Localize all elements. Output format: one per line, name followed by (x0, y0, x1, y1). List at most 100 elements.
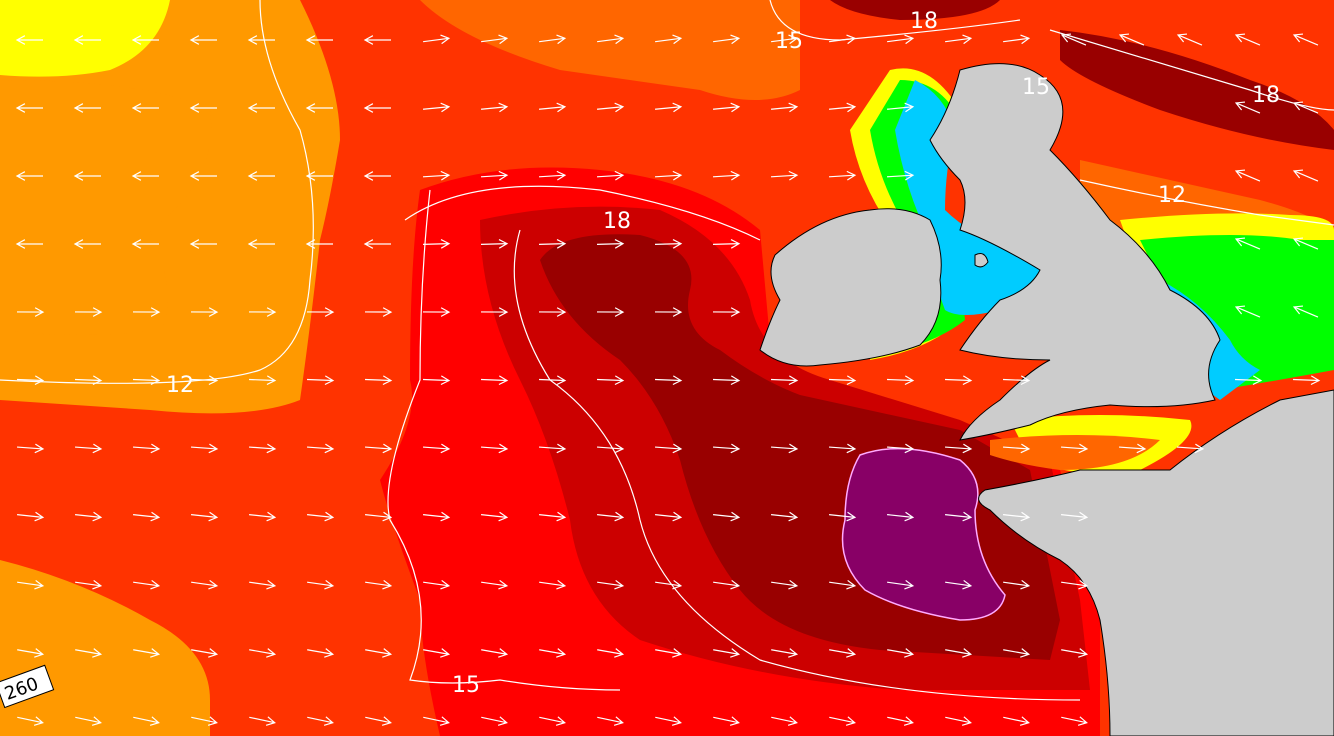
direction-arrow (1002, 375, 1031, 386)
direction-arrow (1061, 716, 1088, 726)
direction-arrow (248, 375, 277, 386)
direction-arrow (771, 579, 799, 590)
direction-arrow (712, 443, 741, 454)
direction-arrow (655, 34, 683, 45)
direction-arrow (771, 34, 799, 45)
direction-arrow (887, 34, 915, 45)
direction-arrow (1061, 511, 1089, 522)
direction-arrow (945, 511, 973, 522)
zone-yellow (0, 0, 170, 77)
direction-arrow (829, 34, 857, 45)
direction-arrow (597, 648, 625, 658)
direction-arrow (131, 35, 159, 45)
direction-arrow (423, 511, 451, 522)
direction-arrow (829, 648, 857, 658)
direction-arrow (829, 716, 856, 726)
direction-arrow (538, 307, 567, 317)
direction-arrow (771, 102, 799, 113)
direction-arrow (75, 648, 103, 658)
direction-arrow (307, 511, 335, 522)
direction-arrow (16, 443, 45, 454)
direction-arrow (770, 170, 799, 181)
direction-arrow (423, 34, 451, 45)
direction-arrow (423, 102, 451, 113)
direction-arrow (829, 579, 857, 590)
direction-arrow (73, 239, 101, 249)
corner-badge: 260 (0, 664, 55, 709)
direction-arrow (1292, 33, 1319, 46)
contour-label-12-west: 12 (166, 373, 194, 398)
zone-orange-west-inner (0, 80, 212, 335)
direction-arrow (73, 35, 101, 45)
direction-arrow (539, 34, 567, 45)
direction-arrow (17, 648, 45, 658)
direction-arrow (886, 443, 915, 454)
direction-arrow (132, 443, 161, 454)
contour-label-18-top: 18 (910, 9, 938, 34)
direction-arrow (249, 648, 277, 658)
direction-arrow (944, 375, 973, 386)
direction-arrow (539, 102, 567, 113)
direction-arrow (712, 170, 741, 181)
direction-arrow (538, 375, 567, 386)
direction-arrow (248, 307, 277, 317)
direction-arrow (249, 511, 277, 522)
direction-arrow (75, 511, 103, 522)
direction-arrow (363, 35, 391, 45)
direction-arrow (1234, 169, 1261, 182)
direction-arrow (248, 443, 277, 454)
direction-arrow (189, 171, 217, 181)
direction-arrow (363, 239, 391, 249)
direction-arrow (481, 102, 509, 113)
direction-arrow (887, 511, 915, 522)
direction-arrow (828, 170, 857, 181)
direction-arrow (538, 443, 567, 454)
direction-arrow (422, 170, 451, 181)
direction-arrow (1234, 305, 1261, 318)
direction-arrow (713, 648, 741, 658)
direction-arrow (15, 35, 43, 45)
direction-arrow (1292, 305, 1319, 318)
direction-arrow (654, 375, 683, 386)
direction-arrow (1292, 375, 1321, 386)
direction-arrow (1003, 648, 1031, 658)
direction-arrow (654, 307, 683, 317)
direction-arrow (481, 34, 509, 45)
direction-arrow (247, 171, 275, 181)
direction-arrow (131, 103, 159, 113)
direction-arrow (16, 375, 45, 386)
contour-label-12-north: 12 (1158, 183, 1186, 208)
direction-arrows (15, 33, 1321, 726)
direction-arrow (423, 648, 451, 658)
direction-arrow (190, 307, 219, 317)
direction-arrow (15, 239, 43, 249)
direction-arrow (131, 239, 159, 249)
land-isle-of-man (974, 253, 989, 268)
direction-arrow (1003, 34, 1031, 45)
contour-label-18-north: 18 (1252, 83, 1280, 108)
direction-arrow (596, 443, 625, 454)
direction-arrow (1234, 101, 1261, 114)
direction-arrow (133, 716, 160, 726)
land-great-britain (929, 63, 1221, 441)
direction-arrow (1176, 33, 1203, 46)
zone-purple (841, 447, 1006, 621)
direction-arrow (597, 511, 625, 522)
land-ireland (759, 208, 942, 367)
direction-arrow (480, 170, 509, 181)
direction-arrow (539, 579, 567, 590)
direction-arrow (133, 511, 161, 522)
direction-arrow (307, 648, 335, 658)
direction-arrow (713, 716, 740, 726)
direction-arrow (17, 716, 44, 726)
direction-arrow (538, 170, 567, 181)
direction-arrow (829, 511, 857, 522)
zone-north-maroon (1060, 30, 1334, 150)
direction-arrow (480, 443, 509, 454)
direction-arrow (15, 171, 43, 181)
direction-arrow (887, 102, 915, 113)
direction-arrow (597, 579, 625, 590)
direction-arrow (538, 239, 567, 249)
contour-label-15-top: 15 (775, 29, 803, 54)
